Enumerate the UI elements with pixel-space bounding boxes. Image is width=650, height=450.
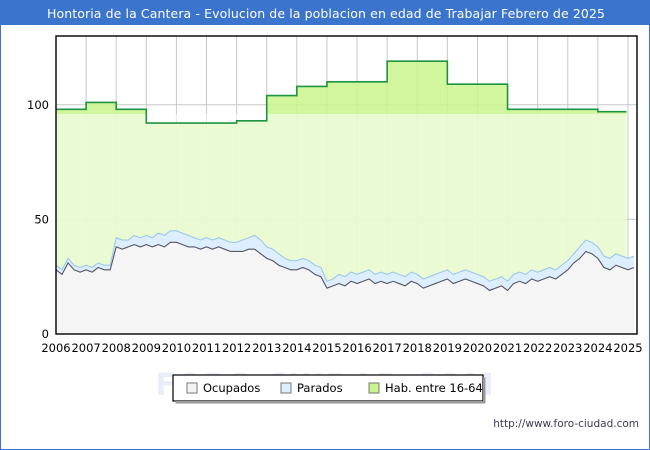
legend-swatch-0 [186, 382, 198, 394]
x-axis-tick: 2012 [222, 341, 251, 355]
x-axis-tick: 2018 [403, 341, 432, 355]
x-axis-tick: 2023 [553, 341, 582, 355]
x-axis-tick: 2016 [342, 341, 371, 355]
plot-frame [55, 35, 638, 335]
x-axis-tick: 2024 [583, 341, 612, 355]
chart-legend: Ocupados Parados Hab. entre 16-64 [172, 374, 486, 404]
legend-shadow [483, 377, 486, 404]
y-axis-tick-labels: 0 50 100 [27, 98, 49, 341]
page-title: Hontoria de la Cantera - Evolucion de la… [46, 5, 606, 21]
x-axis-tick: 2007 [71, 341, 100, 355]
x-axis-tick: 2006 [41, 341, 70, 355]
x-axis-tick: 2014 [282, 341, 311, 355]
x-axis-tick: 2011 [192, 341, 221, 355]
y-axis-tick: 100 [27, 98, 49, 112]
x-axis-tick: 2021 [493, 341, 522, 355]
x-axis-tick: 2010 [162, 341, 191, 355]
ocupados-area [56, 242, 634, 334]
x-axis-tick: 2015 [312, 341, 341, 355]
x-axis-tick: 2025 [613, 341, 642, 355]
parados-line [55, 230, 635, 283]
series-ocupados [55, 241, 635, 334]
window-title-bar: Hontoria de la Cantera - Evolucion de la… [1, 1, 650, 25]
legend-swatch-2 [368, 382, 380, 394]
habitantes-line [56, 60, 627, 124]
legend-swatch-1 [280, 382, 292, 394]
y-axis-tick: 0 [42, 327, 49, 341]
y-axis-tick: 50 [34, 212, 49, 226]
legend-shadow [175, 401, 486, 404]
x-axis-tick: 2009 [132, 341, 161, 355]
legend-label-2: Hab. entre 16-64 [385, 381, 483, 395]
x-axis-tick: 2017 [372, 341, 401, 355]
x-axis-tick: 2022 [523, 341, 552, 355]
x-axis-tick: 2020 [463, 341, 492, 355]
x-axis-tick: 2019 [433, 341, 462, 355]
x-axis-tick-labels: 2006 2007 2008 2009 2010 2011 2012 2013 2014 2015… [41, 341, 642, 355]
source-url: http://www.foro-ciudad.com [493, 418, 639, 430]
x-axis-tick: 2008 [102, 341, 131, 355]
legend-label-1: Parados [297, 381, 343, 395]
ocupados-line [55, 241, 635, 292]
plot-axes [55, 35, 638, 335]
x-axis-tick: 2013 [252, 341, 281, 355]
legend-label-0: Ocupados [203, 381, 260, 395]
